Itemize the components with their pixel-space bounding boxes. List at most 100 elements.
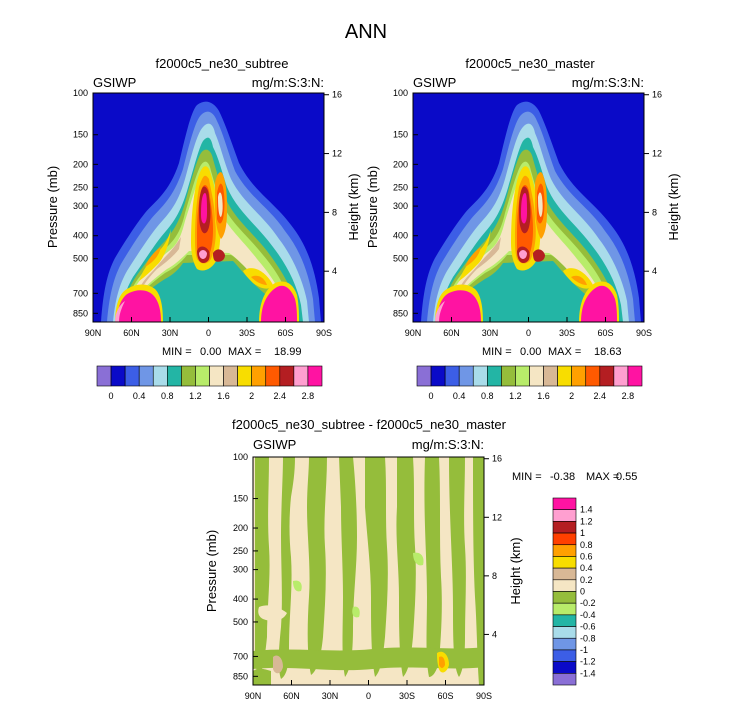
colorbar-swatch: [501, 365, 516, 387]
colorbar-label: 0: [580, 587, 585, 597]
y-right-axis-title: Height (km): [346, 173, 361, 240]
colorbar-swatch: [552, 591, 577, 604]
x-tick-label: 90N: [405, 328, 422, 338]
x-tick-label: 90N: [245, 691, 262, 701]
colorbar-label: 0.4: [133, 391, 146, 401]
min-label: MIN =: [512, 471, 542, 483]
colorbar-swatch: [552, 614, 577, 627]
y-tick-label: 200: [393, 159, 408, 169]
max-value: 0.55: [616, 471, 637, 483]
colorbar-swatch: [552, 567, 577, 581]
colorbar-label: 0.8: [481, 391, 494, 401]
y-right-axis-title: Height (km): [666, 173, 681, 240]
panel-title: f2000c5_ne30_master: [465, 56, 595, 71]
y-right-tick-label: 4: [652, 266, 657, 276]
colorbar-label: 2: [569, 391, 574, 401]
colorbar-swatch: [487, 365, 502, 387]
y-tick-label: 100: [393, 88, 408, 98]
y-tick-label: 700: [73, 288, 88, 298]
y-tick-label: 700: [393, 288, 408, 298]
contour-field: [413, 93, 644, 322]
min-value: -0.38: [550, 471, 575, 483]
max-label: MAX =: [548, 346, 581, 358]
colorbar-label: 1.2: [189, 391, 202, 401]
y-tick-label: 400: [393, 231, 408, 241]
colorbar-label: 1.4: [580, 505, 593, 515]
colorbar-label: 2.8: [302, 391, 315, 401]
variable-label: GSIWP: [253, 437, 296, 452]
colorbar-label: 2.4: [594, 391, 607, 401]
y-tick-label: 250: [73, 182, 88, 192]
colorbar-swatch: [529, 365, 544, 387]
colorbar-swatch: [599, 365, 615, 387]
y-tick-label: 150: [73, 130, 88, 140]
panel-master: f2000c5_ne30_master GSIWP mg/m:S:3:N: Pr…: [365, 56, 681, 401]
y-tick-label: 850: [393, 308, 408, 318]
colorbar-label: 2.8: [622, 391, 635, 401]
y-tick-label: 100: [73, 88, 88, 98]
colorbar-swatch: [543, 365, 558, 387]
colorbar-swatch: [515, 365, 530, 387]
min-label: MIN =: [162, 346, 192, 358]
colorbar-swatch: [552, 649, 577, 662]
colorbar-label: -0.8: [580, 633, 596, 643]
colorbar-label: 1.6: [217, 391, 230, 401]
colorbar-swatch: [138, 365, 154, 387]
colorbar-label: 0: [109, 391, 114, 401]
colorbar-swatch: [458, 365, 474, 387]
y-axis-title: Pressure (mb): [365, 166, 380, 248]
y-tick-label: 300: [233, 565, 248, 575]
min-value: 0.00: [200, 346, 221, 358]
colorbar-swatch: [96, 365, 112, 387]
colorbar-label: 0: [429, 391, 434, 401]
main-title: ANN: [345, 21, 387, 43]
colorbar-swatch: [251, 365, 267, 387]
y-tick-label: 500: [73, 254, 88, 264]
y-tick-label: 500: [233, 617, 248, 627]
colorbar-label: 0.6: [580, 551, 593, 561]
colorbar-label: 2.4: [274, 391, 287, 401]
colorbar-label: 0.8: [580, 540, 593, 550]
x-tick-label: 0: [526, 328, 531, 338]
colorbar-swatch: [472, 365, 488, 387]
min-value: 0.00: [520, 346, 541, 358]
colorbar-swatch: [552, 509, 577, 522]
y-right-tick-label: 4: [332, 266, 337, 276]
y-tick-label: 200: [73, 159, 88, 169]
min-label: MIN =: [482, 346, 512, 358]
y-right-tick-label: 12: [652, 149, 662, 159]
colorbar-label: -0.2: [580, 598, 596, 608]
colorbar-swatch: [237, 365, 252, 387]
y-right-tick-label: 12: [492, 512, 502, 522]
contour-field: [93, 93, 324, 322]
panel-title: f2000c5_ne30_subtree: [155, 56, 288, 71]
y-right-tick-label: 8: [492, 571, 497, 581]
colorbar-swatch: [552, 556, 577, 569]
colorbar-swatch: [613, 365, 629, 387]
variable-label: GSIWP: [93, 75, 136, 90]
colorbar-swatch: [430, 365, 446, 387]
y-axis-title: Pressure (mb): [204, 530, 219, 612]
x-tick-label: 60N: [443, 328, 460, 338]
x-tick-label: 60S: [437, 691, 453, 701]
colorbar-label: 1.2: [580, 516, 593, 526]
y-right-axis-title: Height (km): [508, 537, 523, 604]
y-tick-label: 150: [393, 130, 408, 140]
units-label: mg/m:S:3:N:: [412, 437, 484, 452]
colorbar-swatch: [552, 544, 577, 557]
x-tick-label: 90S: [476, 691, 492, 701]
y-tick-label: 850: [233, 671, 248, 681]
x-tick-label: 0: [366, 691, 371, 701]
y-tick-label: 500: [393, 254, 408, 264]
colorbar-swatch: [416, 365, 432, 387]
colorbar-swatch: [552, 661, 577, 674]
colorbar-swatch: [167, 365, 182, 387]
y-right-tick-label: 16: [332, 90, 342, 100]
y-tick-label: 300: [73, 201, 88, 211]
colorbar-label: 0.2: [580, 575, 593, 585]
colorbar-swatch: [552, 532, 577, 546]
colorbar-label: 2: [249, 391, 254, 401]
max-label: MAX =: [586, 471, 619, 483]
colorbar-swatch: [110, 365, 126, 387]
